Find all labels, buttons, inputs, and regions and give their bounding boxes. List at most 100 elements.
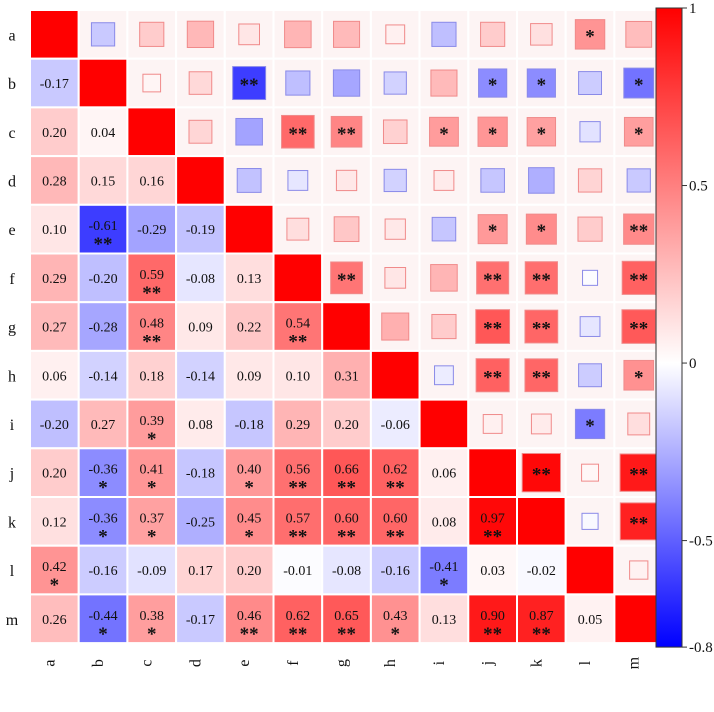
correlation-square: [619, 502, 658, 541]
cell-value-label: 0.06: [432, 467, 457, 482]
significance-marker: *: [147, 526, 157, 547]
heatmap-cell-background: [418, 9, 470, 60]
x-tick-label: a: [41, 660, 58, 667]
y-tick-label: l: [10, 563, 15, 580]
cell-value-label: -0.18: [186, 467, 215, 482]
cell-value-label: 0.26: [42, 613, 67, 628]
significance-marker: *: [537, 124, 547, 145]
correlation-square: [477, 214, 508, 245]
cell-value-label: 0.10: [286, 369, 311, 384]
correlation-square: [524, 358, 559, 393]
significance-marker: **: [240, 75, 259, 96]
significance-marker: **: [483, 319, 502, 340]
significance-marker: **: [240, 624, 259, 645]
correlation-square: [478, 68, 508, 98]
significance-marker: *: [98, 526, 108, 547]
correlation-square: [482, 414, 503, 434]
cell-value-label: 0.13: [432, 613, 457, 628]
correlation-square: [480, 21, 506, 47]
cell-value-label: -0.44: [88, 609, 117, 624]
correlation-square: [528, 167, 555, 194]
cell-value-label: 0.42: [42, 560, 67, 575]
cell-value-label: -0.16: [381, 564, 410, 579]
cell-value-label: 0.40: [237, 463, 262, 478]
significance-marker: *: [439, 575, 449, 596]
cell-value-label: -0.19: [186, 223, 215, 238]
correlation-square: [232, 66, 267, 101]
cell-value-label: 0.10: [42, 223, 67, 238]
x-tick-label: c: [139, 660, 156, 667]
cell-value-label: 0.43: [383, 609, 408, 624]
cell-value-label: 0.22: [237, 321, 262, 336]
cell-value-label: -0.36: [88, 511, 117, 526]
heatmap-cell: [175, 252, 226, 304]
correlation-square: [434, 365, 454, 386]
correlation-square: [574, 19, 606, 50]
heatmap-cell: [272, 398, 324, 450]
significance-marker: **: [483, 270, 502, 291]
correlation-square: [623, 213, 655, 245]
correlation-square: [625, 20, 653, 48]
heatmap-cell: [418, 447, 470, 498]
significance-marker: **: [288, 624, 307, 645]
heatmap-cell: [29, 301, 80, 352]
correlation-square: [383, 168, 407, 193]
heatmap-cell: [369, 496, 421, 547]
cell-value-label: -0.20: [88, 272, 117, 287]
significance-marker: **: [288, 526, 307, 547]
significance-marker: *: [147, 478, 157, 499]
significance-marker: **: [337, 526, 356, 547]
correlation-square: [475, 309, 511, 344]
correlation-square: [627, 412, 651, 436]
cell-value-label: -0.08: [332, 564, 361, 579]
diagonal-cell: [175, 155, 226, 206]
significance-marker: **: [337, 624, 356, 645]
heatmap-cell: [418, 593, 470, 645]
x-tick-label: k: [528, 659, 545, 667]
significance-marker: *: [488, 124, 498, 145]
heatmap-cell: [77, 544, 129, 596]
correlation-square: [90, 22, 116, 47]
significance-marker: **: [337, 270, 356, 291]
correlation-square: [579, 121, 601, 143]
diagonal-cell: [516, 496, 567, 547]
x-tick-label: b: [90, 659, 107, 667]
x-tick-label: g: [334, 659, 351, 667]
significance-marker: *: [537, 75, 547, 96]
correlation-square: [621, 309, 657, 344]
cell-value-label: 0.09: [237, 369, 262, 384]
correlation-square: [383, 71, 407, 95]
diagonal-cell: [126, 106, 178, 158]
cell-value-label: 0.13: [237, 272, 262, 287]
correlation-square: [139, 21, 165, 47]
significance-marker: **: [532, 319, 551, 340]
correlation-square: [235, 117, 263, 146]
diagonal-cell: [467, 447, 518, 498]
heatmap-cell: [29, 496, 80, 547]
correlation-square: [188, 71, 213, 95]
significance-marker: **: [629, 465, 648, 486]
cell-value-label: 0.60: [334, 511, 359, 526]
colorbar: [655, 7, 683, 648]
x-tick-label: i: [431, 660, 448, 665]
heatmap-cell: [369, 544, 421, 596]
significance-marker: **: [629, 319, 648, 340]
correlation-square: [530, 23, 553, 46]
significance-marker: *: [634, 75, 644, 96]
correlation-square: [431, 313, 457, 340]
cell-value-label: 0.46: [237, 609, 262, 624]
correlation-square: [384, 218, 406, 240]
colorbar-tick-label: -0.8: [689, 640, 713, 656]
significance-marker: *: [98, 478, 108, 499]
correlation-square: [430, 69, 458, 97]
cell-value-label: -0.14: [88, 369, 117, 384]
heatmap-cell: [467, 593, 518, 645]
heatmap-cell: [29, 544, 80, 596]
heatmap-cell: [175, 593, 226, 645]
significance-marker: **: [386, 526, 405, 547]
y-tick-label: c: [8, 125, 15, 142]
diagonal-cell: [321, 301, 372, 352]
cell-value-label: 0.16: [140, 174, 165, 189]
correlation-square: [526, 117, 557, 147]
significance-marker: **: [94, 234, 113, 255]
